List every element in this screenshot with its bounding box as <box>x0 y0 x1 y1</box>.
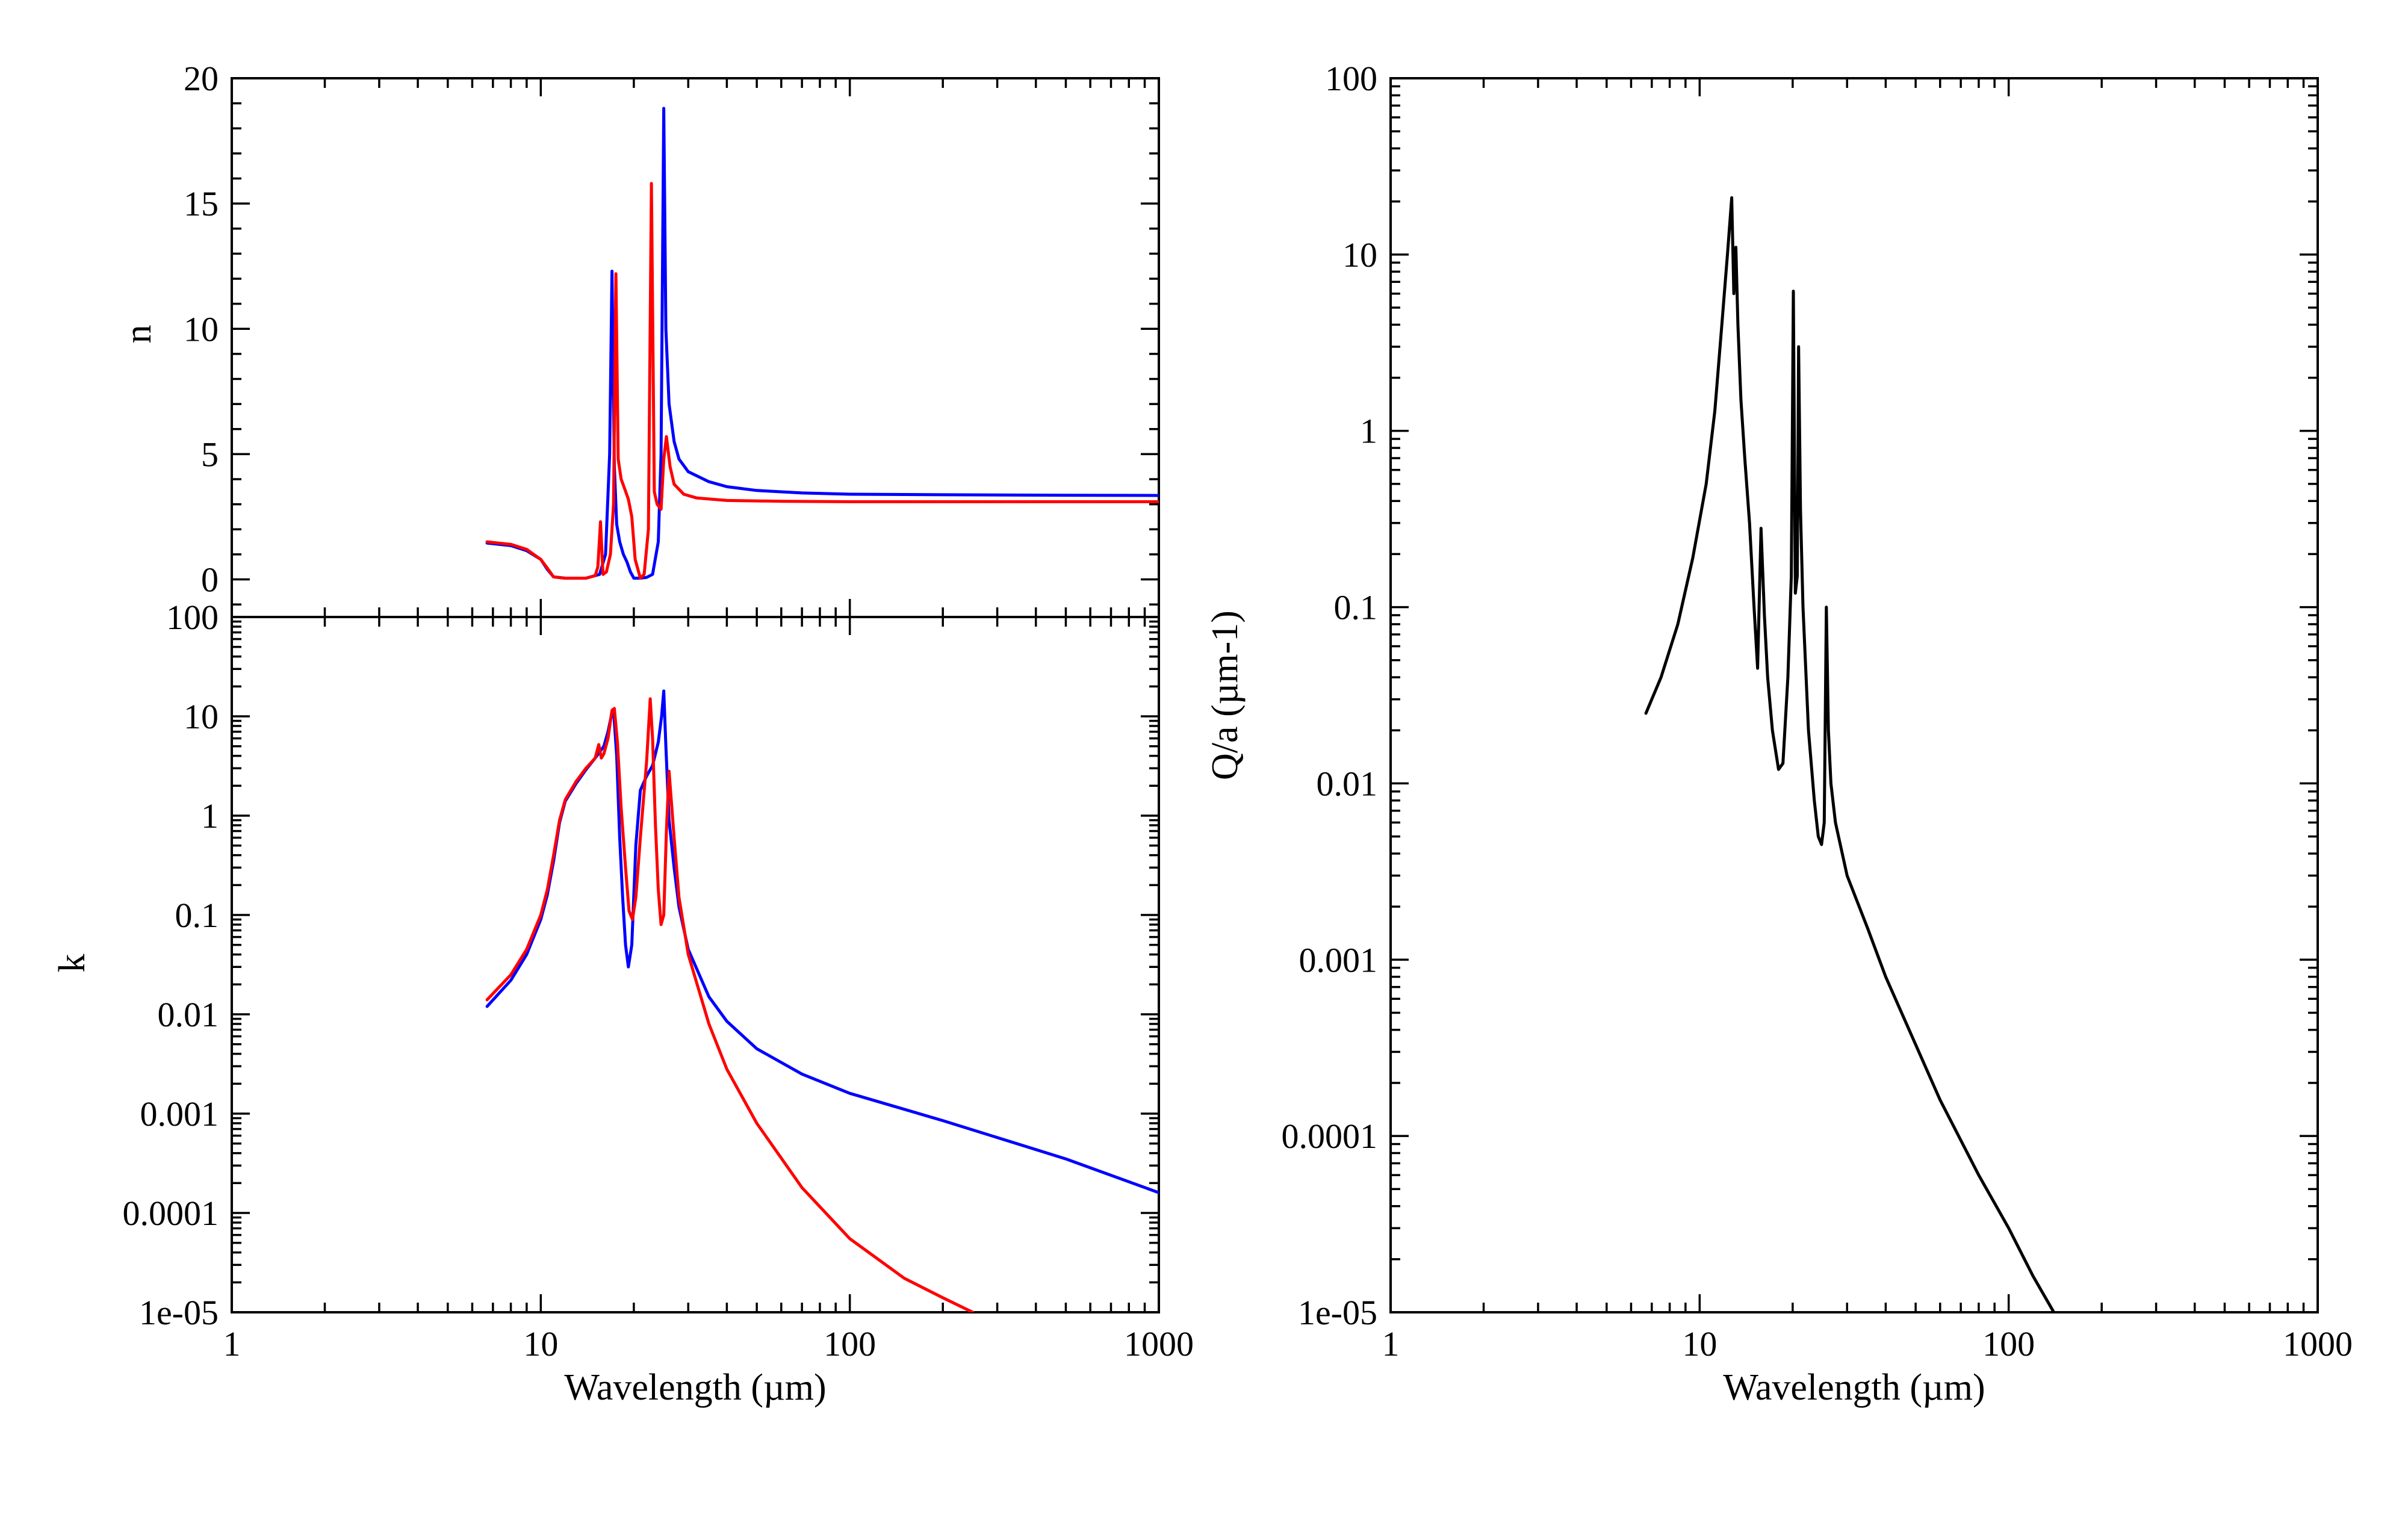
qa-panel-series-line-0 <box>1644 196 2056 1312</box>
y-tick-label: 100 <box>1325 59 1377 98</box>
y-axis-label: k <box>52 954 93 973</box>
n-panel: 0 5 10 15 20 n <box>118 59 1160 618</box>
qa-panel: 1 10 100 1000 1e-05 0.0001 0.001 0.01 0.1 1 10 100 W… <box>1205 59 2353 1408</box>
plot-frame <box>231 616 1160 1313</box>
x-tick-label: 100 <box>824 1324 876 1363</box>
y-tick-label: 0.01 <box>158 995 219 1034</box>
y-tick-label: 5 <box>201 435 219 474</box>
plot-frame <box>231 77 1160 618</box>
x-tick-label: 1000 <box>2283 1324 2353 1363</box>
y-tick-label: 0.001 <box>140 1094 219 1133</box>
k-panel-series-line-1 <box>485 697 975 1312</box>
n-panel-series-line-0 <box>485 107 1159 580</box>
y-tick-label: 10 <box>184 309 219 349</box>
y-tick-label: 20 <box>184 59 219 98</box>
y-axis-label: Q/a (µm-1) <box>1205 610 1246 780</box>
x-axis-label: Wavelength (µm) <box>564 1367 826 1408</box>
y-tick-label: 0.01 <box>1317 764 1378 803</box>
x-tick-label: 10 <box>523 1324 558 1363</box>
y-tick-label: 1 <box>1360 412 1377 451</box>
y-tick-label: 15 <box>184 184 219 223</box>
y-tick-label: 0 <box>201 560 219 600</box>
y-tick-label: 100 <box>166 598 219 637</box>
y-tick-label: 1e-05 <box>1298 1293 1377 1332</box>
plot-frame <box>1389 77 2319 1313</box>
k-panel: 1 10 100 1000 1e-05 0.0001 0.001 0.01 0.1 1 10 100 W… <box>52 598 1194 1408</box>
y-tick-label: 0.1 <box>1334 588 1378 627</box>
y-tick-label: 0.001 <box>1299 940 1378 979</box>
x-tick-label: 10 <box>1682 1324 1717 1363</box>
x-tick-label: 1 <box>223 1324 241 1363</box>
x-tick-label: 100 <box>1982 1324 2035 1363</box>
y-tick-label: 10 <box>1342 235 1377 274</box>
x-tick-label: 1000 <box>1124 1324 1194 1363</box>
y-tick-label: 1 <box>201 796 219 836</box>
y-tick-label: 0.1 <box>175 896 219 935</box>
y-axis-label: n <box>118 325 159 344</box>
x-axis-label: Wavelength (µm) <box>1723 1367 1985 1408</box>
y-tick-label: 0.0001 <box>123 1194 219 1233</box>
n-panel-series-line-1 <box>485 182 1159 580</box>
y-tick-label: 1e-05 <box>139 1293 219 1332</box>
y-tick-label: 10 <box>184 697 219 736</box>
x-tick-label: 1 <box>1382 1324 1400 1363</box>
y-tick-label: 0.0001 <box>1282 1117 1378 1156</box>
